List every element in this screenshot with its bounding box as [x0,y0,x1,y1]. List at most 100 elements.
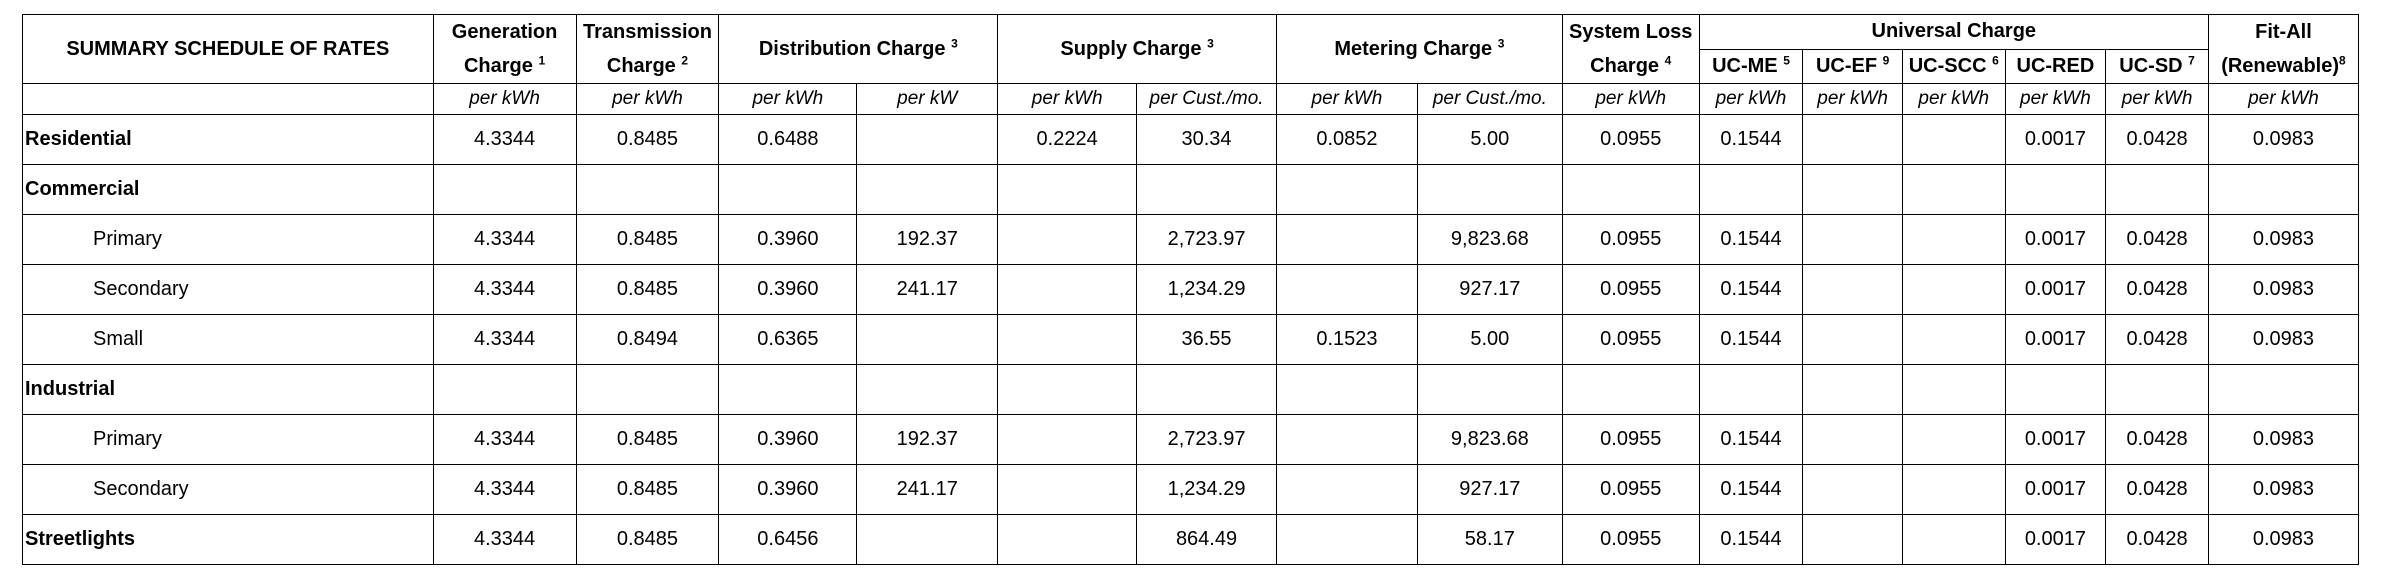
rate-cell: 0.0428 [2105,264,2209,315]
rate-cell: 0.0428 [2105,314,2209,365]
unit-cell: per kWh [1275,83,1418,115]
uc-ef-header: UC-EF 9 [1802,48,1903,84]
metering-header-label: Metering Charge [1334,37,1493,60]
table-title: SUMMARY SCHEDULE OF RATES [22,14,434,84]
rate-cell [1275,214,1418,265]
unit-cell: per Cust./mo. [1136,83,1277,115]
rate-cell [1136,364,1277,415]
rate-cell: 864.49 [1136,514,1277,565]
rate-cell [1275,164,1418,215]
rate-cell [1416,364,1563,415]
rate-cell: 9,823.68 [1416,214,1563,265]
rate-cell: 0.1544 [1698,214,1804,265]
footnote-marker: 3 [951,35,958,50]
units-label-cell [22,83,434,115]
rate-cell [1136,164,1277,215]
unit-cell: per Cust./mo. [1416,83,1563,115]
supply-charge-header: Supply Charge 3 [997,14,1277,84]
rate-cell: 0.3960 [718,464,858,515]
rate-cell: 0.0017 [2004,414,2107,465]
rate-cell [1901,314,2006,365]
system-loss-charge-header: System Loss Charge 4 [1561,14,1700,84]
footnote-marker: 6 [1992,53,1999,68]
system-loss-header-line1: System Loss [1569,21,1693,43]
rate-cell: 4.3344 [432,314,577,365]
rate-cell [1416,164,1563,215]
rate-cell [997,164,1138,215]
rate-cell: 0.1544 [1698,514,1804,565]
rate-cell [2105,364,2209,415]
rate-cell: 5.00 [1416,114,1563,165]
rate-cell: 4.3344 [432,464,577,515]
rate-cell: 0.0983 [2207,314,2360,365]
table-row: Commercial [22,164,2360,215]
rate-cell: 0.0983 [2207,214,2360,265]
rate-cell [1275,464,1418,515]
footnote-marker: 5 [1783,53,1790,68]
rate-cell [856,514,999,565]
rate-cell [1802,264,1903,315]
rate-cell [1275,414,1418,465]
rate-cell: 0.0428 [2105,514,2209,565]
rate-cell: 0.3960 [718,264,858,315]
rate-cell [1901,264,2006,315]
rate-cell: 1,234.29 [1136,264,1277,315]
rate-cell: 36.55 [1136,314,1277,365]
rate-cell: 0.6365 [718,314,858,365]
rate-cell: 2,723.97 [1136,214,1277,265]
unit-cell: per kWh [432,83,577,115]
rate-cell: 0.0983 [2207,464,2360,515]
unit-cell: per kWh [997,83,1138,115]
table-row: Secondary 4.3344 0.8485 0.3960 241.17 1,… [22,264,2360,315]
rate-cell: 0.6456 [718,514,858,565]
row-label: Commercial [22,164,434,215]
rate-cell: 0.8485 [575,514,720,565]
rate-cell: 0.0983 [2207,414,2360,465]
rate-cell [997,264,1138,315]
rate-cell [997,364,1138,415]
rate-cell: 1,234.29 [1136,464,1277,515]
unit-cell: per kWh [1901,83,2006,115]
unit-cell: per kW [856,83,999,115]
header-row-1: SUMMARY SCHEDULE OF RATES Generation Cha… [22,14,2360,84]
unit-cell: per kWh [1698,83,1804,115]
transmission-charge-header: Transmission Charge 2 [575,14,720,84]
rate-cell: 0.0428 [2105,114,2209,165]
unit-cell: per kWh [718,83,858,115]
rate-cell [1275,514,1418,565]
transmission-header-line1: Transmission [583,21,712,43]
table-row: Industrial [22,364,2360,415]
rate-rows: Residential 4.3344 0.8485 0.6488 0.2224 … [22,114,2360,565]
rate-cell [1802,414,1903,465]
rate-cell: 927.17 [1416,464,1563,515]
rate-cell [856,314,999,365]
row-label: Industrial [22,364,434,415]
rate-cell [2207,164,2360,215]
rate-cell: 0.0955 [1561,214,1700,265]
row-label: Primary [22,414,434,465]
rate-cell: 192.37 [856,214,999,265]
rate-cell: 0.0017 [2004,464,2107,515]
fit-all-header-line1: Fit-All [2255,21,2312,43]
rate-cell: 0.3960 [718,214,858,265]
rate-cell: 0.0428 [2105,414,2209,465]
generation-charge-header: Generation Charge 1 [432,14,577,84]
rate-cell [997,414,1138,465]
uc-me-header: UC-ME 5 [1698,48,1804,84]
rate-cell [1802,114,1903,165]
rate-cell: 0.0955 [1561,414,1700,465]
rate-cell [997,314,1138,365]
unit-cell: per kWh [575,83,720,115]
rate-cell: 0.8485 [575,264,720,315]
rate-cell: 4.3344 [432,214,577,265]
unit-cell: per kWh [2004,83,2107,115]
rate-cell [1275,364,1418,415]
rate-schedule-table: SUMMARY SCHEDULE OF RATES Generation Cha… [22,14,2360,565]
table-row: Primary 4.3344 0.8485 0.3960 192.37 2,72… [22,414,2360,465]
rate-cell [997,514,1138,565]
rate-cell: 0.2224 [997,114,1138,165]
rate-cell [1901,414,2006,465]
rate-cell [575,364,720,415]
uc-scc-header: UC-SCC 6 [1901,48,2006,84]
rate-cell [1802,364,1903,415]
